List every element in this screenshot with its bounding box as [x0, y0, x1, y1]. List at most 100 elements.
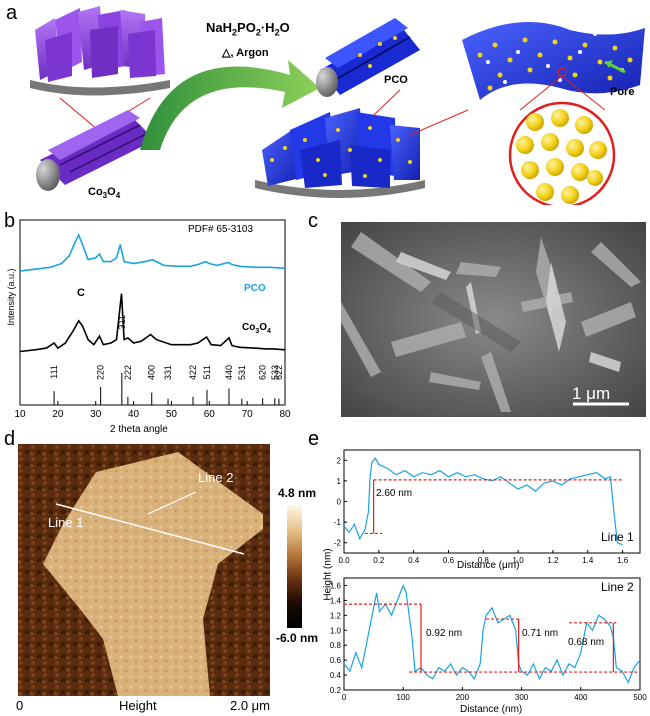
line1-frame	[343, 449, 641, 554]
nanoparticle-zoom	[508, 101, 616, 205]
xrd-xtick-label: 30	[90, 409, 102, 420]
ref-peak-label-222: 222	[123, 365, 133, 380]
colorbar-min: -6.0 nm	[276, 631, 319, 645]
line1-profile-chart: 0.0 0.2 0.4 0.6 0.8 1.0 1.2 1.4 1.6 -2 -1 0 1 2	[334, 449, 641, 565]
ref-peak-label-511: 511	[202, 365, 212, 379]
line2-series	[343, 583, 641, 684]
xrd-xtick-label: 70	[242, 409, 254, 420]
line2-profile-chart: 0 100 200 300 400 500 0.2 0.4 0.6 0.8 1.0 1.2 1.4 1.6	[330, 577, 647, 702]
line2-ytick-label: 1.0	[330, 626, 342, 635]
line2-ytick-label: 0.4	[330, 671, 342, 680]
co3o4-rod	[36, 110, 155, 191]
line2-xtick-label: 200	[456, 693, 470, 702]
line1-xtick-label: 1.2	[547, 556, 559, 565]
line2-frame	[343, 577, 641, 691]
afm-axis-zero: 0	[16, 698, 24, 713]
co3o4-label: Co3O4	[88, 186, 121, 201]
xrd-xtick-label: 10	[14, 409, 26, 420]
reagent-label: NaH2PO2·H2O	[206, 20, 290, 38]
line2-xtick-label: 500	[633, 693, 647, 702]
pco-rod	[316, 18, 420, 97]
line2-step1-label: 0.92 nm	[426, 628, 463, 639]
line2-xlabel: Distance (nm)	[460, 704, 523, 715]
xrd-ylabel: Intensity (a.u.)	[6, 268, 16, 326]
pco-nanosheets	[255, 108, 425, 198]
colorbar-max: 4.8 nm	[278, 486, 317, 500]
pore-label: Pore	[610, 86, 635, 98]
line2-xtick-label: 300	[515, 693, 529, 702]
afm-axis-label: Height	[119, 698, 157, 713]
line1-xtick-label: 1.0	[513, 556, 525, 565]
line1-ytick-label: 2	[337, 456, 342, 465]
ref-peak-label-620: 620	[258, 365, 268, 380]
panel-b-label: b	[4, 210, 16, 232]
afm-axis-max: 2.0 μm	[230, 698, 271, 713]
line1-ytick-label: 0	[337, 498, 342, 507]
xrd-xtick-label: 50	[166, 409, 178, 420]
line2-xtick-label: 400	[574, 693, 588, 702]
ref-peak-label-111: 111	[49, 365, 59, 379]
co3o4-series-label: Co3O4	[242, 322, 271, 335]
line1-xtick-label: 0.4	[408, 556, 420, 565]
line1-xtick-label: 0.6	[443, 556, 455, 565]
panel-c-label: c	[308, 210, 318, 232]
line1-series	[343, 457, 623, 546]
purple-nanosheets	[30, 6, 170, 96]
ref-peak-label-440: 440	[224, 365, 234, 380]
line2-ytick-label: 1.6	[330, 581, 342, 590]
panel-a-schematic	[30, 6, 645, 205]
profile-ylabel: Height (nm)	[322, 548, 334, 601]
line2-ytick-label: 1.4	[330, 596, 342, 605]
line2-ytick-label: 0.6	[330, 656, 342, 665]
sem-image	[341, 222, 646, 417]
xrd-xtick-label: 80	[279, 409, 291, 420]
panel-a-label: a	[6, 2, 18, 24]
line1-xtick-label: 0.2	[373, 556, 385, 565]
pdf-label: PDF# 65-3103	[188, 224, 254, 235]
line1-ytick-label: -1	[334, 518, 342, 527]
xrd-xtick-label: 60	[204, 409, 216, 420]
porous-sheet	[462, 22, 645, 100]
pco-series-label: PCO	[244, 283, 266, 294]
line1-ytick-label: -2	[334, 539, 342, 548]
line1-xtick-label: 1.6	[617, 556, 629, 565]
line1-name: Line 1	[601, 530, 634, 544]
line1-ytick-label: 1	[337, 477, 342, 486]
line2-ytick-label: 1.2	[330, 611, 342, 620]
line2-xtick-label: 0	[342, 693, 347, 702]
ref-peak-label-622: 622	[274, 365, 284, 380]
ref-peak-label-400: 400	[147, 365, 157, 380]
line2-name: Line 2	[601, 580, 634, 594]
afm-line2-label: Line 2	[198, 470, 234, 485]
ref-peak-label-311: 311	[117, 315, 127, 329]
afm-line1-label: Line 1	[48, 515, 84, 530]
panel-e-label: e	[308, 428, 320, 450]
line1-xtick-label: 1.4	[582, 556, 594, 565]
panel-d-label: d	[4, 428, 16, 450]
carbon-peak-marker: C	[77, 287, 85, 299]
ref-peak-label-531: 531	[237, 365, 247, 380]
xrd-series-co3o4	[19, 293, 286, 353]
xrd-xtick-label: 40	[128, 409, 140, 420]
xrd-xlabel: 2 theta angle	[110, 424, 168, 435]
reaction-arrow	[140, 60, 320, 150]
line1-xlabel: Distance (μm)	[457, 560, 520, 571]
ref-peak-label-422: 422	[188, 365, 198, 380]
sem-scale-bar-label: 1 μm	[572, 384, 611, 403]
xrd-xtick-label: 20	[52, 409, 64, 420]
line2-step3-label: 0.68 nm	[568, 637, 605, 648]
condition-label: △, Argon	[222, 47, 269, 59]
ref-peak-label-220: 220	[96, 365, 106, 380]
line2-ytick-label: 0.2	[330, 686, 342, 695]
pco-label: PCO	[384, 74, 408, 86]
ref-peak-label-533: 533	[270, 365, 280, 380]
ref-peak-label-331: 331	[163, 365, 173, 380]
line1-xtick-label: 0.8	[478, 556, 490, 565]
afm-image	[18, 444, 270, 696]
line1-xtick-label: 0.0	[338, 556, 350, 565]
line1-step-label: 2.60 nm	[376, 488, 413, 499]
afm-flake	[43, 452, 263, 696]
xrd-frame	[19, 219, 286, 406]
xrd-series-pco	[19, 233, 286, 272]
